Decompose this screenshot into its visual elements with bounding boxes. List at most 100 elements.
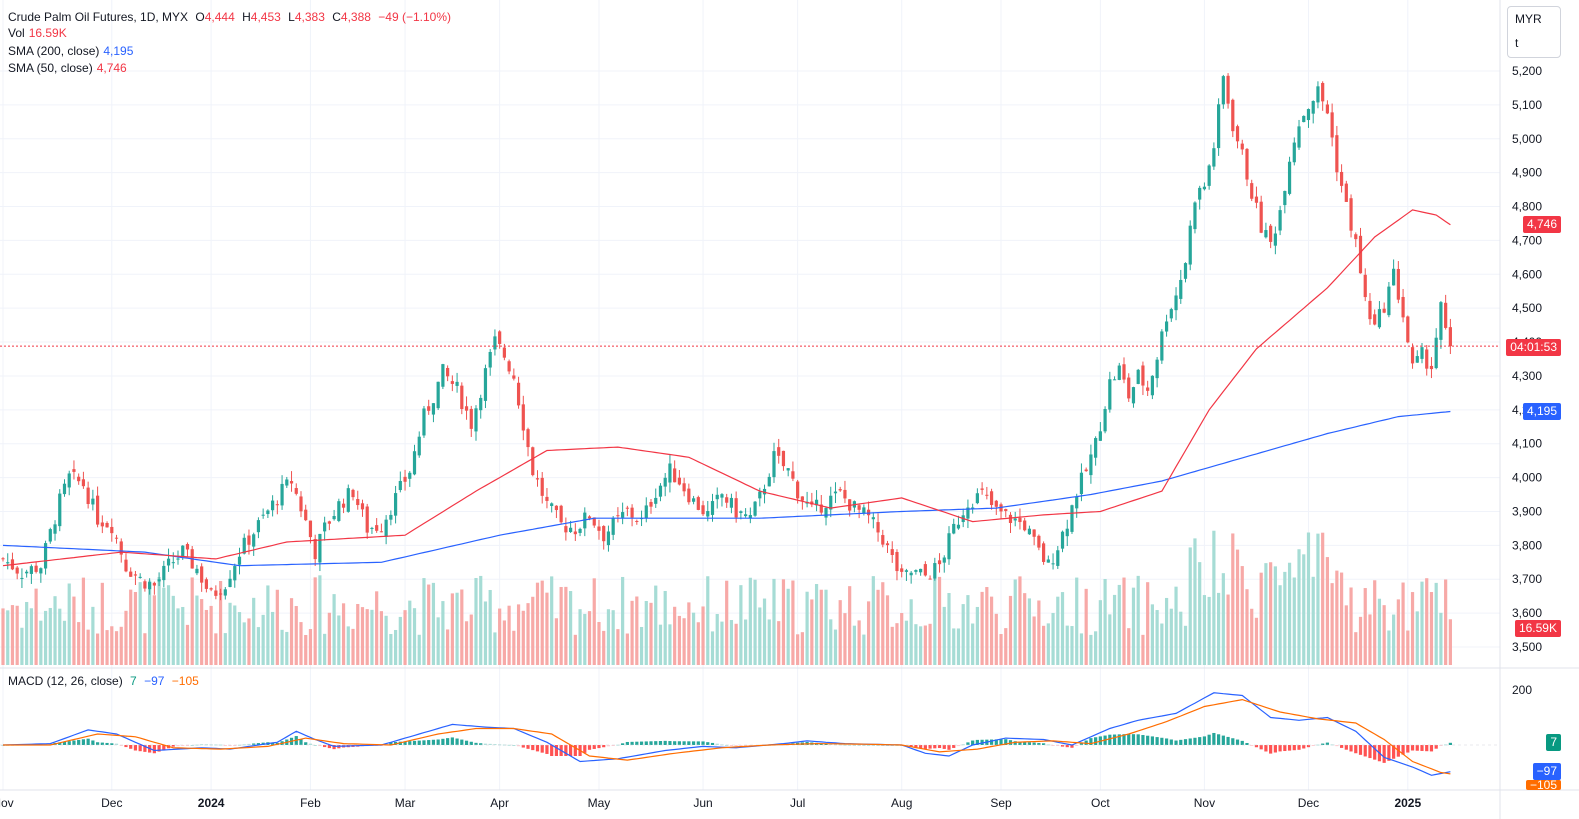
candle-body — [1297, 126, 1301, 148]
volume-bar — [1079, 633, 1084, 665]
volume-bar — [767, 619, 771, 665]
macd-histogram-bar — [989, 739, 994, 745]
macd-histogram-bar — [1202, 736, 1207, 745]
candle-body — [781, 450, 786, 467]
candle-body — [616, 515, 620, 517]
volume-bar — [762, 598, 767, 665]
macd-histogram-bar — [67, 741, 71, 745]
unit-selector[interactable]: MYR t — [1507, 6, 1561, 58]
volume-bar — [242, 622, 246, 665]
time-tick-label: May — [588, 796, 611, 810]
candle-body — [25, 571, 29, 574]
volume-bar — [1131, 587, 1136, 665]
macd-histogram-bar — [162, 745, 166, 750]
volume-bar — [1302, 554, 1306, 665]
volume-bar — [247, 618, 251, 665]
macd-histogram-bar — [1179, 739, 1183, 745]
volume-bar — [687, 602, 691, 665]
candle-body — [138, 576, 142, 578]
macd-histogram-bar — [923, 745, 927, 749]
candle-body — [280, 483, 284, 506]
volume-bar — [800, 632, 804, 665]
volume-bar — [975, 606, 979, 665]
macd-histogram-bar — [1297, 745, 1301, 750]
candle-body — [1358, 235, 1363, 274]
candle-body — [1207, 165, 1211, 186]
candle-body — [446, 367, 450, 377]
volume-bar — [644, 601, 648, 665]
time-tick-label: Mar — [395, 796, 416, 810]
candle-body — [1056, 550, 1060, 566]
macd-histogram-bar — [408, 741, 412, 745]
candle-body — [498, 331, 502, 344]
volume-bar — [34, 588, 38, 665]
candle-body — [327, 521, 331, 524]
candle-body — [252, 534, 256, 547]
volume-bar — [739, 585, 743, 665]
macd-legend: MACD (12, 26, close) 7 −97 −105 — [8, 673, 203, 689]
candle-body — [1108, 379, 1112, 410]
candle-body — [673, 468, 677, 483]
candle-body — [91, 498, 95, 505]
candle-body — [729, 497, 734, 508]
candle-body — [204, 579, 208, 589]
volume-bar — [1136, 575, 1140, 665]
volume-bar — [1344, 605, 1348, 665]
macd-histogram-bar — [81, 739, 86, 745]
candle-body — [1155, 359, 1159, 379]
volume-bar — [753, 579, 757, 665]
candle-body — [43, 543, 48, 569]
volume-bar — [725, 580, 729, 665]
macd-histogram-bar — [455, 738, 459, 745]
volume-bar — [545, 592, 549, 665]
volume-bar — [1368, 614, 1372, 665]
macd-tick-label: 200 — [1512, 683, 1532, 697]
macd-histogram-bar — [427, 740, 431, 745]
candle-body — [904, 570, 909, 572]
macd-histogram-bar — [327, 745, 331, 749]
volume-bar — [578, 609, 582, 665]
macd-histogram-bar — [535, 745, 540, 752]
candle-body — [417, 436, 421, 456]
volume-bar — [810, 599, 814, 665]
candle-body — [621, 512, 625, 518]
macd-histogram-bar — [1292, 745, 1296, 751]
macd-histogram-bar — [682, 741, 686, 745]
candle-body — [554, 505, 559, 511]
volume-bar — [166, 585, 171, 665]
volume-bar — [587, 611, 592, 665]
macd-histogram-bar — [710, 742, 715, 745]
candle-body — [370, 527, 374, 529]
volume-bar — [393, 629, 398, 665]
volume-bar — [559, 587, 563, 665]
candle-body — [200, 566, 204, 583]
candle-body — [152, 582, 156, 586]
volume-bar — [748, 577, 752, 665]
volume-bar — [625, 633, 629, 665]
volume-bar — [148, 580, 152, 665]
volume-bar — [323, 633, 327, 665]
volume-bar — [427, 584, 431, 665]
candle-body — [1396, 268, 1400, 300]
candle-body — [318, 533, 322, 563]
macd-pane — [0, 692, 1500, 776]
volume-bar — [72, 596, 76, 665]
macd-histogram-bar — [1420, 745, 1424, 751]
time-tick-label: Nov — [1194, 796, 1215, 810]
candle-body — [914, 570, 918, 572]
candle-body — [611, 517, 615, 535]
candle-body — [1032, 529, 1036, 537]
candle-body — [360, 503, 365, 510]
macd-histogram-bar — [223, 745, 227, 746]
macd-histogram-bar — [256, 743, 261, 745]
macd-histogram-bar — [313, 745, 317, 746]
macd-histogram-bar — [1387, 745, 1391, 761]
candle-body — [677, 477, 681, 485]
candle-body — [493, 336, 497, 350]
macd-histogram-bar — [545, 745, 549, 754]
candle-body — [1339, 171, 1344, 186]
volume-bar — [564, 586, 568, 665]
volume-bar — [937, 576, 942, 665]
sma200-price-tag: 4,195 — [1522, 403, 1561, 420]
